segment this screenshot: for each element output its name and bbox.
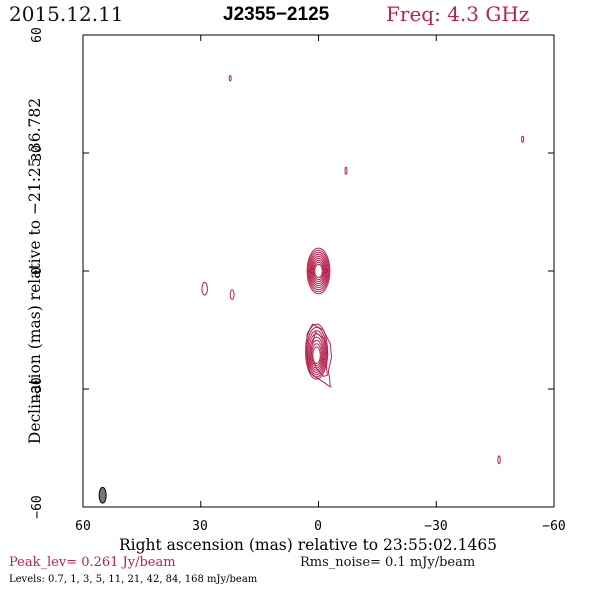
x-axis-label: Right ascension (mas) relative to 23:55:… (119, 536, 497, 554)
peak-level: Peak_lev= 0.261 Jy/beam (9, 555, 176, 570)
contour-layer (201, 75, 525, 465)
contour-level-5 (310, 255, 327, 287)
contour-jet-extension (306, 323, 333, 389)
source-name: J2355−2125 (223, 4, 330, 25)
contour-level-5 (309, 336, 324, 371)
contour-level-3 (308, 251, 329, 291)
frequency-label: Freq: 4.3 GHz (386, 2, 530, 26)
contour-blob (229, 289, 235, 300)
contour-level-4 (308, 333, 325, 373)
component-jet (305, 323, 333, 389)
x-tick-label-30: 30 (192, 519, 208, 534)
contour-blob (344, 166, 348, 175)
contour-level-7 (312, 259, 325, 283)
contour-level-2 (307, 249, 330, 293)
beam-layer (98, 486, 107, 504)
contour-level-9 (314, 263, 323, 279)
axis-ticks (82, 34, 555, 508)
y-tick-label-60: 60 (30, 27, 45, 43)
x-tick-label-60: 60 (75, 519, 91, 534)
rms-noise: Rms_noise= 0.1 mJy/beam (300, 555, 476, 570)
contour-blob (521, 135, 525, 143)
contour-blob (497, 455, 501, 465)
contour-level-3 (307, 330, 326, 376)
contour-blob (201, 281, 208, 296)
y-tick-label-neg60: −60 (30, 495, 45, 518)
x-tick-label-neg60: −60 (542, 519, 565, 534)
contour-levels: Levels: 0.7, 1, 3, 5, 11, 21, 42, 84, 16… (9, 574, 258, 585)
contour-level-8 (312, 346, 321, 365)
contour-level-4 (309, 253, 328, 289)
plot-frame (82, 34, 555, 508)
y-axis-label: Declination (mas) relative to −21:25:36.… (26, 98, 44, 444)
component-core (306, 247, 331, 295)
x-tick-label-neg30: −30 (424, 519, 447, 534)
observation-date: 2015.12.11 (9, 2, 124, 26)
contour-level-1 (306, 247, 331, 295)
y-tick-label-neg30: −30 (30, 377, 45, 400)
contour-level-8 (313, 261, 324, 281)
beam-ellipse (98, 486, 107, 504)
x-tick-label-0: 0 (314, 519, 322, 534)
contour-blob (228, 75, 232, 82)
contour-level-6 (311, 257, 326, 285)
y-tick-label-30: 30 (30, 145, 45, 161)
y-tick-label-0: 0 (30, 267, 45, 275)
contour-jet-extension-inner (310, 331, 329, 377)
